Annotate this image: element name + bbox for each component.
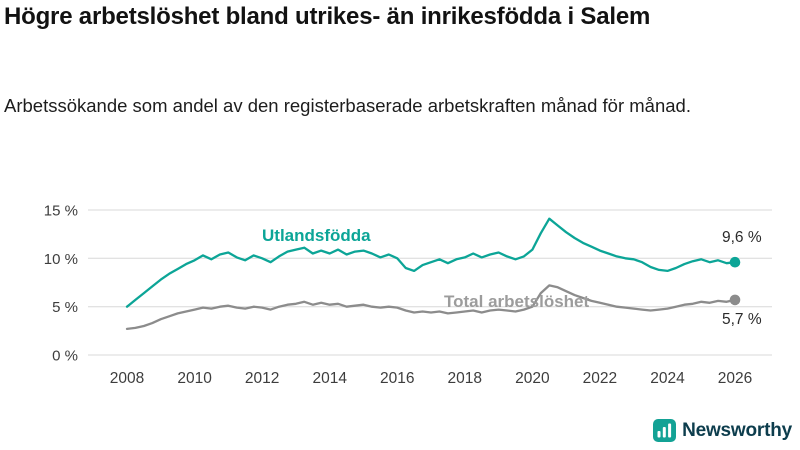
x-tick-label: 2024	[650, 370, 685, 387]
x-tick-label: 2008	[110, 370, 144, 387]
chart-title: Högre arbetslöshet bland utrikes- än inr…	[4, 3, 651, 30]
series-label-utlandsfodda: Utlandsfödda	[262, 226, 371, 245]
newsworthy-logo: Newsworthy	[653, 419, 792, 442]
utlandsfodda-end-dot	[729, 256, 741, 268]
series-label-total-arbetsloshet: Total arbetslöshet	[444, 292, 590, 311]
chart-subtitle: Arbetssökande som andel av den registerb…	[4, 95, 691, 116]
x-tick-label: 2010	[177, 370, 212, 387]
x-tick-label: 2016	[380, 370, 414, 387]
brand-name: Newsworthy	[682, 419, 792, 441]
x-tick-label: 2022	[583, 370, 617, 387]
y-tick-label: 10 %	[44, 251, 78, 268]
total-arbetsloshet-end-dot	[729, 294, 741, 306]
y-tick-label: 0 %	[52, 348, 78, 365]
y-tick-label: 15 %	[44, 203, 78, 220]
bar-chart-icon	[653, 419, 677, 442]
total-arbetsloshet-line	[125, 284, 737, 331]
x-tick-label: 2014	[312, 370, 347, 387]
utlandsfodda-line	[125, 217, 737, 308]
x-tick-label: 2026	[718, 370, 752, 387]
x-tick-label: 2020	[515, 370, 550, 387]
chart-area: 0 % 5 % 10 % 15 % 2008 2010 2012 2014 2016 2018 20…	[0, 193, 800, 408]
end-value-label-total-arbetsloshet: 5,7 %	[722, 311, 762, 328]
y-tick-label: 5 %	[52, 299, 78, 316]
x-tick-label: 2018	[448, 370, 482, 387]
line-chart: 0 % 5 % 10 % 15 % 2008 2010 2012 2014 2016 2018 20…	[44, 203, 772, 387]
x-tick-label: 2012	[245, 370, 279, 387]
end-value-label-utlandsfodda: 9,6 %	[722, 229, 762, 246]
